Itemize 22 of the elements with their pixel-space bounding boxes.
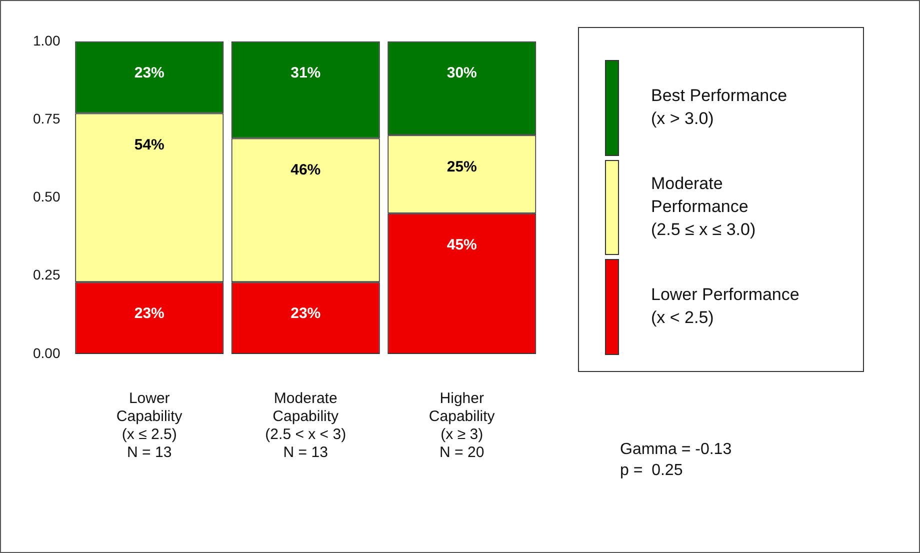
x-tick-label: Moderate Capability (2.5 < x < 3) N = 13 (265, 390, 346, 462)
data-label: 31% (290, 64, 321, 82)
y-tick-label: 0.00 (33, 344, 60, 361)
y-tick-label: 0.25 (33, 266, 60, 283)
text: Lower Performance (x < 2.5) (651, 284, 800, 330)
data-label: 23% (134, 64, 164, 82)
x-tick-label: Higher Capability (x ≥ 3) N = 20 (428, 390, 496, 462)
data-label: 46% (290, 161, 321, 178)
y-tick-label: 0.75 (33, 110, 60, 126)
text: Moderate Performance (2.5 ≤ x ≤ 3.0) (651, 173, 756, 241)
data-label: 25% (446, 158, 477, 176)
text: Best Performance (x > 3.0) (651, 84, 788, 130)
data-label: 45% (446, 236, 477, 254)
data-label: 23% (290, 305, 321, 322)
y-tick-label: 0.50 (33, 188, 60, 205)
data-label: 23% (134, 305, 164, 322)
text: p = 0.25 (620, 460, 684, 481)
text: Gamma = -0.13 (620, 440, 732, 460)
x-tick-label: Lower Capability (x ≤ 2.5) N = 13 (116, 390, 183, 462)
data-label: 30% (446, 64, 477, 82)
data-label: 54% (134, 136, 164, 154)
y-tick-label: 1.00 (33, 32, 60, 48)
